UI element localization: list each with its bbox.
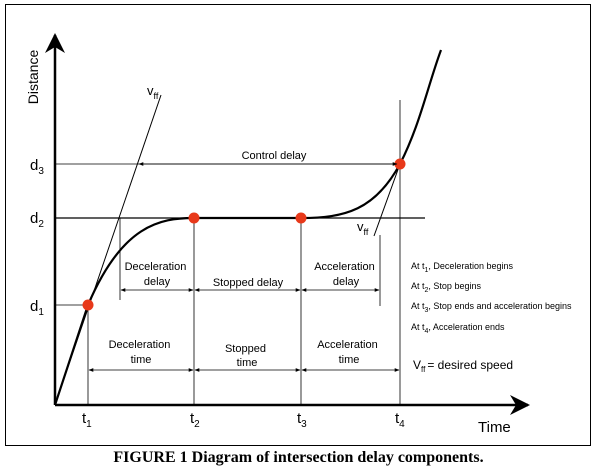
acceleration-delay-label: Acceleration delay xyxy=(314,261,378,288)
point-t2-d2 xyxy=(188,212,200,224)
x-tick-t4: t4 xyxy=(395,410,405,430)
stopped-time-label: Stopped time xyxy=(225,343,269,369)
stopped-delay-label-bg xyxy=(207,276,289,289)
delay-diagram: Distance Time d3 d2 d1 t1 t2 t3 t4 vff v… xyxy=(25,33,572,436)
speed-note: Vff = desired speed xyxy=(413,358,513,374)
note-t1: At t1, Deceleration begins xyxy=(411,261,513,274)
y-tick-d1: d1 xyxy=(30,298,44,318)
figure-frame xyxy=(5,4,591,446)
figure-caption: FIGURE 1 Diagram of intersection delay c… xyxy=(113,449,484,466)
x-tick-t1: t1 xyxy=(82,410,92,430)
y-tick-d3: d3 xyxy=(30,157,44,177)
vff-label-downstream: vff xyxy=(357,219,369,237)
control-delay-label-bg xyxy=(236,149,312,162)
vff-label-upstream: vff xyxy=(147,83,159,101)
vff-line-downstream xyxy=(373,163,401,237)
y-axis-label: Distance xyxy=(25,50,41,105)
control-delay-label: Control delay xyxy=(242,150,307,162)
deceleration-time-label: Deceleration time xyxy=(109,339,174,366)
x-axis-label: Time xyxy=(478,419,511,436)
point-t4-d3 xyxy=(394,158,406,170)
x-tick-t3: t3 xyxy=(297,410,307,430)
deceleration-delay-label: Deceleration delay xyxy=(125,261,190,288)
stopped-delay-label: Stopped delay xyxy=(213,277,284,289)
acceleration-time-label: Acceleration time xyxy=(317,339,381,366)
note-t4: At t4, Acceleration ends xyxy=(411,322,505,335)
point-t3-d2 xyxy=(295,212,307,224)
point-t1-d1 xyxy=(82,299,94,311)
y-tick-d2: d2 xyxy=(30,210,44,230)
note-t2: At t2, Stop begins xyxy=(411,281,481,294)
note-t3: At t3, Stop ends and acceleration begins xyxy=(411,301,572,314)
x-tick-t2: t2 xyxy=(190,410,200,430)
